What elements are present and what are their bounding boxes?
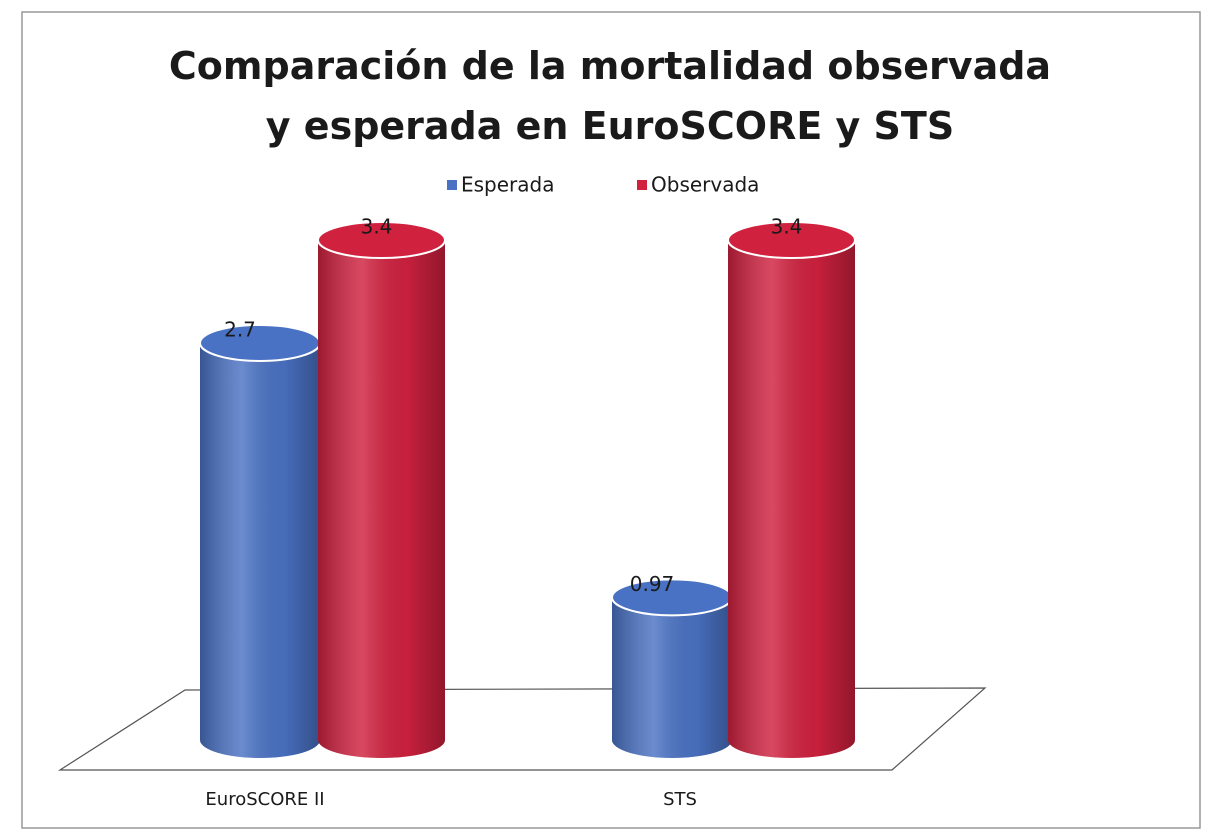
x-tick-label: STS [663,789,697,810]
x-tick-label: EuroSCORE II [205,789,324,810]
chart-title: Comparación de la mortalidad observada y… [168,44,1052,148]
legend-swatch [637,180,647,190]
bar-top [727,221,856,259]
bar-top [199,323,321,362]
data-label: 0.97 [630,572,675,596]
bar-shading [318,240,445,758]
legend-swatch [447,180,457,190]
data-label: 3.4 [361,215,393,239]
legend-label: Esperada [461,173,555,197]
data-label: 2.7 [224,317,256,341]
data-label: 3.4 [771,215,803,239]
bar-top [317,221,446,259]
bar-shading [728,240,855,758]
bar-shading [200,342,320,758]
bar-shading [612,597,732,758]
legend-label: Observada [651,173,759,197]
